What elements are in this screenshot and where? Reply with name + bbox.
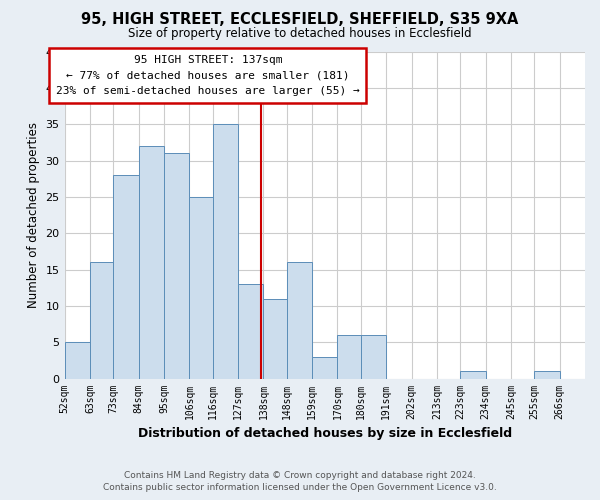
Text: 95 HIGH STREET: 137sqm
← 77% of detached houses are smaller (181)
23% of semi-de: 95 HIGH STREET: 137sqm ← 77% of detached…: [56, 55, 360, 96]
Bar: [212, 124, 238, 378]
Bar: [164, 154, 190, 378]
X-axis label: Distribution of detached houses by size in Ecclesfield: Distribution of detached houses by size …: [138, 427, 512, 440]
Bar: [190, 197, 212, 378]
Bar: [65, 342, 90, 378]
Text: Contains HM Land Registry data © Crown copyright and database right 2024.
Contai: Contains HM Land Registry data © Crown c…: [103, 471, 497, 492]
Bar: [287, 262, 312, 378]
Bar: [238, 284, 263, 378]
Bar: [361, 335, 386, 378]
Text: 95, HIGH STREET, ECCLESFIELD, SHEFFIELD, S35 9XA: 95, HIGH STREET, ECCLESFIELD, SHEFFIELD,…: [82, 12, 518, 28]
Bar: [312, 357, 337, 378]
Y-axis label: Number of detached properties: Number of detached properties: [27, 122, 40, 308]
Bar: [90, 262, 113, 378]
Bar: [139, 146, 164, 378]
Bar: [337, 335, 361, 378]
Bar: [534, 372, 560, 378]
Bar: [460, 372, 485, 378]
Text: Size of property relative to detached houses in Ecclesfield: Size of property relative to detached ho…: [128, 28, 472, 40]
Bar: [113, 175, 139, 378]
Bar: [263, 298, 287, 378]
